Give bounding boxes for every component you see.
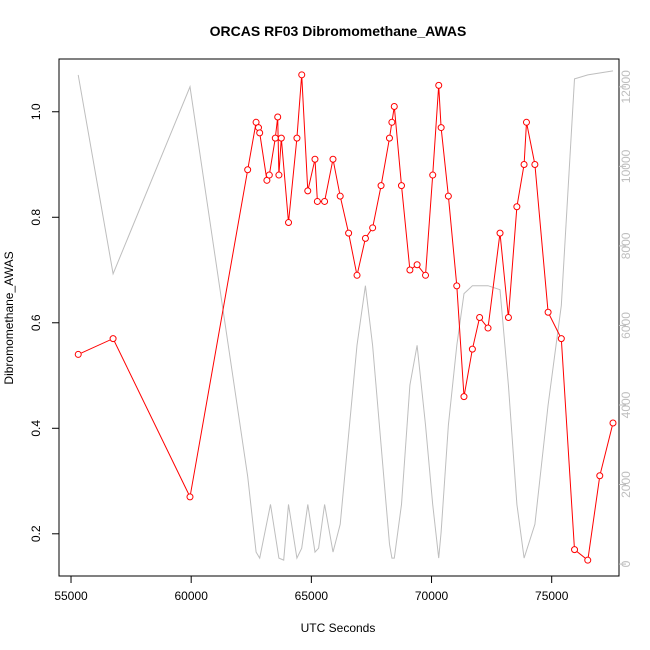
data-point: [298, 71, 306, 79]
y2-axis: 0 2000 4000 6000 8000 10000 12000: [619, 70, 633, 567]
data-point: [406, 266, 414, 274]
data-point: [413, 261, 421, 269]
data-point: [345, 229, 353, 237]
data-point: [277, 134, 285, 142]
data-point: [484, 324, 492, 332]
y2-tick-label: 0: [619, 560, 633, 567]
data-point: [460, 393, 468, 401]
data-point: [544, 308, 552, 316]
data-point: [557, 335, 565, 343]
data-point: [437, 124, 445, 132]
data-point: [109, 335, 117, 343]
chart-title: ORCAS RF03 Dibromomethane_AWAS: [210, 23, 467, 39]
y-tick-label: 1.0: [29, 103, 43, 120]
data-point: [275, 171, 283, 179]
data-point: [609, 419, 617, 427]
y2-tick-label: 8000: [619, 232, 633, 259]
data-point: [285, 219, 293, 227]
data-point: [313, 197, 321, 205]
data-point: [271, 134, 279, 142]
data-point: [468, 345, 476, 353]
data-point: [329, 155, 337, 163]
data-point: [429, 171, 437, 179]
data-point: [353, 271, 361, 279]
y-tick-label: 0.4: [29, 420, 43, 437]
y2-tick-label: 2000: [619, 471, 633, 498]
data-point: [496, 229, 504, 237]
data-point: [265, 171, 273, 179]
data-point: [571, 546, 579, 554]
data-point: [244, 166, 252, 174]
data-point: [390, 102, 398, 110]
x-tick-label: 65000: [295, 589, 329, 603]
data-point: [504, 314, 512, 321]
data-point: [388, 118, 396, 126]
data-point: [256, 129, 264, 137]
data-point: [522, 118, 530, 126]
y2-tick-label: 4000: [619, 391, 633, 418]
data-point: [531, 161, 539, 169]
data-point: [435, 81, 443, 89]
x-axis-label: UTC Seconds: [301, 621, 376, 635]
secondary-series: [77, 70, 614, 561]
data-point: [186, 493, 194, 501]
data-point: [584, 556, 592, 564]
data-point: [520, 161, 528, 169]
data-point: [596, 472, 604, 480]
primary-series-line: [77, 74, 614, 562]
x-tick-label: 75000: [535, 589, 569, 603]
data-point: [74, 350, 82, 358]
data-point: [311, 155, 319, 163]
y-tick-label: 0.2: [29, 525, 43, 542]
y-axis-label: Dibromomethane_AWAS: [2, 251, 16, 384]
x-axis: 55000 60000 65000 70000 75000: [54, 576, 569, 603]
plot-frame: [58, 58, 620, 577]
y-tick-label: 0.8: [29, 209, 43, 226]
x-tick-label: 70000: [415, 589, 449, 603]
y2-tick-label: 10000: [619, 149, 633, 183]
data-point: [321, 197, 329, 205]
data-point: [422, 271, 430, 279]
y2-tick-label: 12000: [619, 70, 633, 104]
y-axis: 0.2 0.4 0.6 0.8 1.0: [29, 103, 59, 542]
data-point: [361, 234, 369, 242]
data-point: [377, 182, 385, 190]
data-point: [274, 113, 282, 121]
y2-tick-label: 6000: [619, 312, 633, 339]
data-point: [336, 192, 344, 200]
data-point: [304, 187, 312, 195]
y-tick-label: 0.6: [29, 314, 43, 331]
data-point: [476, 314, 484, 321]
data-point: [513, 203, 521, 211]
data-point: [293, 134, 301, 142]
data-point: [397, 182, 405, 190]
data-point: [369, 224, 377, 232]
secondary-series-line: [77, 70, 614, 561]
data-point: [444, 192, 452, 200]
data-point: [385, 134, 393, 142]
primary-series: [74, 71, 617, 564]
data-point: [453, 282, 461, 290]
x-tick-label: 60000: [175, 589, 209, 603]
x-tick-label: 55000: [54, 589, 88, 603]
